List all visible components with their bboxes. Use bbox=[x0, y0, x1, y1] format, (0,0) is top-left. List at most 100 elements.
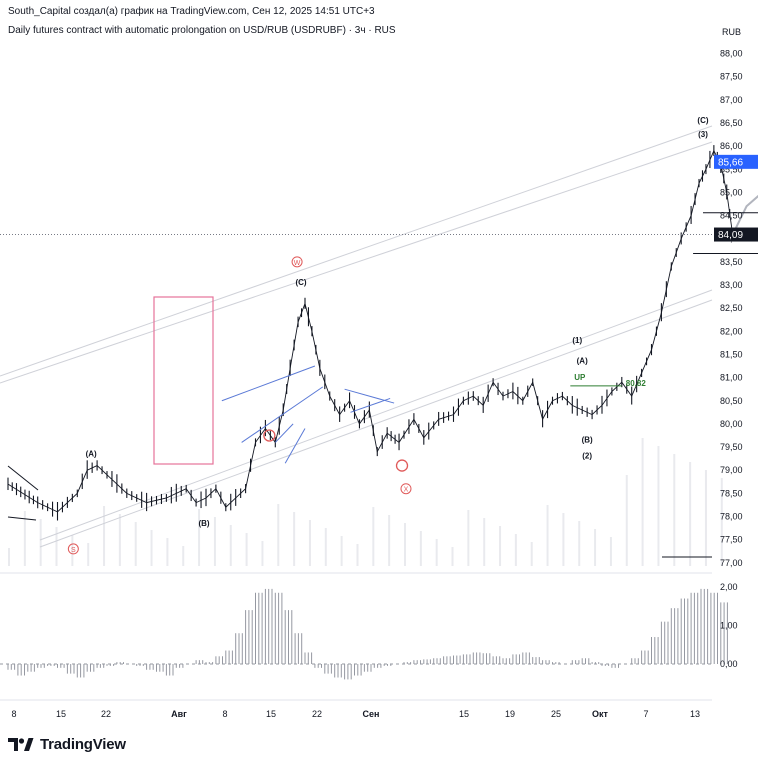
wave-label: (B) bbox=[582, 435, 593, 444]
volume-bar bbox=[324, 528, 327, 566]
oscillator-axis-tick: 2,00 bbox=[720, 582, 738, 592]
volume-bar bbox=[118, 514, 121, 566]
time-axis-tick: 25 bbox=[551, 709, 561, 719]
chart-author-line: South_Capital создал(а) график на Tradin… bbox=[8, 6, 375, 17]
trend-line bbox=[7, 465, 39, 491]
wave-label: (3) bbox=[698, 130, 708, 139]
volume-bar bbox=[213, 517, 216, 566]
volume-bar bbox=[689, 462, 692, 566]
volume-bar bbox=[451, 547, 454, 566]
annotation-label: 80,82 bbox=[626, 379, 647, 388]
volume-bar bbox=[87, 543, 90, 566]
volume-bar bbox=[546, 505, 549, 566]
trend-line bbox=[284, 428, 306, 464]
channel-lines bbox=[0, 125, 713, 548]
time-axis-tick: 7 bbox=[643, 709, 648, 719]
price-axis-tick: 87,50 bbox=[720, 72, 743, 82]
time-axis-tick: Авг bbox=[171, 709, 187, 719]
instrument-title: Daily futures contract with automatic pr… bbox=[8, 25, 396, 36]
channel-line bbox=[39, 299, 713, 548]
price-axis-tick: 81,00 bbox=[720, 373, 743, 383]
price-line bbox=[7, 149, 734, 513]
price-axis-tick: 81,50 bbox=[720, 349, 743, 359]
time-axis-tick: 8 bbox=[11, 709, 16, 719]
volume-bar bbox=[625, 475, 628, 566]
price-axis-tick: 79,00 bbox=[720, 465, 743, 475]
volume-bar bbox=[277, 504, 280, 566]
volume-bar bbox=[23, 511, 26, 566]
price-axis-tick: 77,50 bbox=[720, 535, 743, 545]
pivot-marker bbox=[395, 459, 409, 472]
time-axis-tick: 22 bbox=[101, 709, 111, 719]
tradingview-brand[interactable]: TradingView bbox=[8, 736, 126, 753]
volume-bar bbox=[499, 526, 502, 566]
volume-bar bbox=[340, 536, 343, 566]
price-axis-tick: 85,50 bbox=[720, 164, 743, 174]
time-axis-tick: 22 bbox=[312, 709, 322, 719]
range-box bbox=[153, 296, 214, 465]
time-axis: 8 15 22 Авг 8 15 22 Сен 15 19 25 Окт 7 13 bbox=[11, 709, 700, 719]
oscillator-panel bbox=[0, 588, 728, 680]
wave-circle-label: W bbox=[294, 260, 301, 267]
trend-line bbox=[344, 388, 395, 404]
price-axis-tick: 78,00 bbox=[720, 512, 743, 522]
volume-bar bbox=[71, 535, 74, 566]
tradingview-logo-icon bbox=[8, 737, 34, 751]
wave-label: (1) bbox=[572, 336, 582, 345]
projection-path bbox=[731, 194, 758, 235]
chart-background bbox=[0, 438, 723, 701]
volume-bar bbox=[641, 438, 644, 566]
time-axis-tick: 8 bbox=[222, 709, 227, 719]
price-tag bbox=[714, 154, 758, 169]
volume-bar bbox=[245, 533, 248, 566]
price-tag bbox=[714, 227, 758, 242]
price-axis-tick: 86,50 bbox=[720, 118, 743, 128]
time-axis-tick: Окт bbox=[592, 709, 609, 719]
price-axis: RUB 88,00 87,50 87,00 86,50 86,00 85,50 85,00 84… bbox=[714, 27, 758, 669]
price-axis-tick: 86,00 bbox=[720, 141, 743, 151]
volume-bar bbox=[594, 529, 597, 566]
volume-bar bbox=[720, 478, 723, 566]
wave-circle-marker bbox=[67, 543, 79, 555]
time-axis-tick: 15 bbox=[56, 709, 66, 719]
price-axis-tick: 83,50 bbox=[720, 257, 743, 267]
wave-label: (A) bbox=[86, 449, 97, 458]
channel-line bbox=[0, 125, 713, 377]
price-axis-tick: 85,00 bbox=[720, 187, 743, 197]
volume-bar bbox=[356, 544, 359, 566]
time-axis-tick: 15 bbox=[459, 709, 469, 719]
currency-label: RUB bbox=[722, 27, 741, 37]
volume-bar bbox=[293, 512, 296, 566]
wave-label: (C) bbox=[295, 278, 306, 287]
wave-label: (C) bbox=[697, 116, 708, 125]
wave-circle-marker bbox=[291, 256, 303, 268]
time-axis-tick: 15 bbox=[266, 709, 276, 719]
volume-bar bbox=[103, 506, 106, 566]
trend-line bbox=[274, 423, 294, 443]
volume-bar bbox=[8, 548, 10, 566]
price-axis-tick: 82,50 bbox=[720, 303, 743, 313]
volume-bar bbox=[483, 518, 486, 566]
time-axis-tick: 19 bbox=[505, 709, 515, 719]
price-axis-tick: 77,00 bbox=[720, 558, 743, 568]
volume-bar bbox=[673, 454, 676, 566]
time-axis-tick: Сен bbox=[363, 709, 380, 719]
volume-bar bbox=[308, 520, 311, 566]
volume-bar bbox=[261, 541, 264, 566]
wave-label: (B) bbox=[198, 519, 209, 528]
price-tag-label: 84,09 bbox=[718, 230, 743, 241]
drawing-overlays: 0,236 (84,56)0,382 (83,68)UP80,82(A)(B)(… bbox=[0, 116, 758, 558]
tradingview-brand-text: TradingView bbox=[40, 736, 126, 753]
volume-bar bbox=[562, 513, 565, 566]
price-series bbox=[7, 145, 734, 521]
volume-bar bbox=[404, 523, 406, 566]
time-axis-tick: 13 bbox=[690, 709, 700, 719]
wave-label: (A) bbox=[577, 357, 588, 366]
volume-bar bbox=[166, 538, 169, 566]
annotation-label: UP bbox=[574, 373, 586, 382]
trend-line bbox=[7, 516, 37, 521]
volume-bar bbox=[530, 542, 533, 566]
volume-bar bbox=[467, 510, 470, 566]
volume-bar bbox=[55, 527, 58, 566]
